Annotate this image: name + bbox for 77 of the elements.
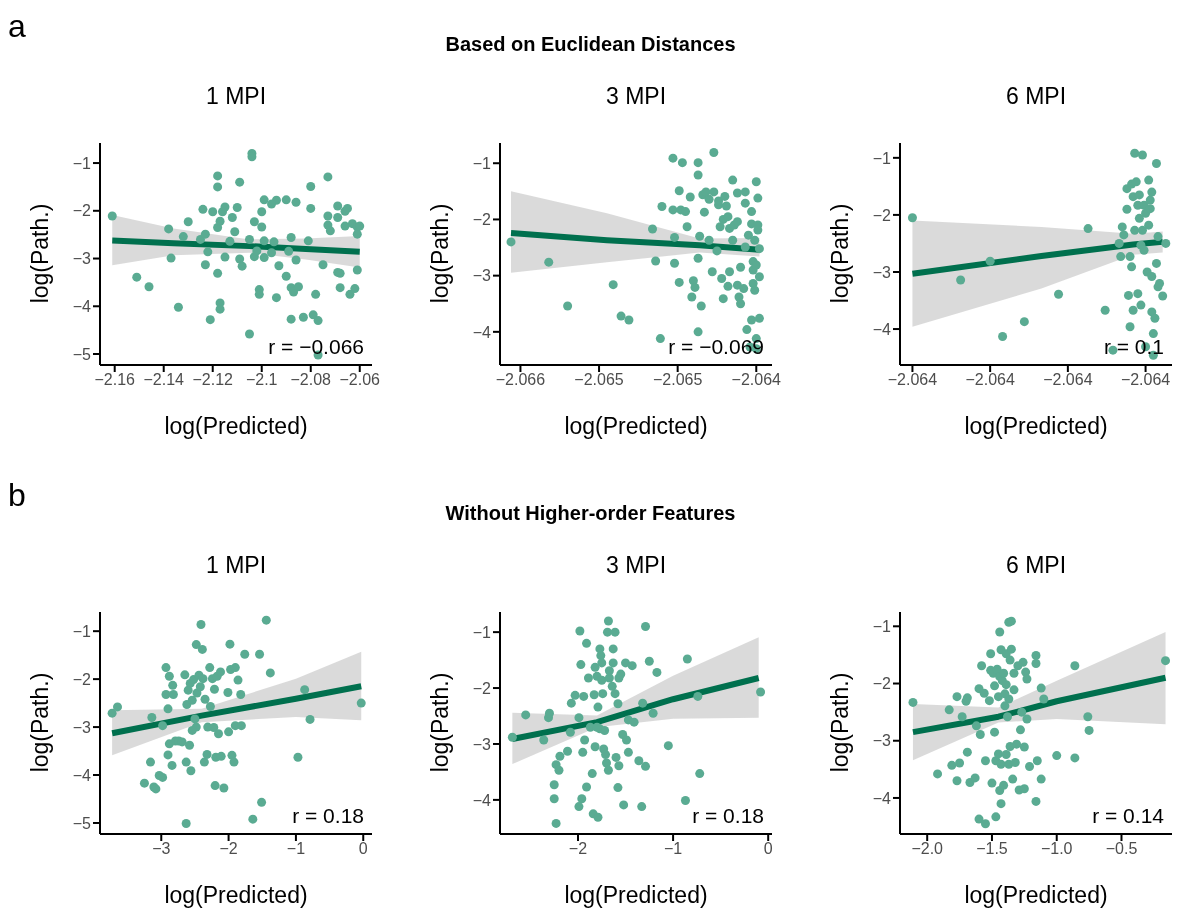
x-tick-label: −1 [286,840,306,858]
x-tick-label: −2.12 [192,371,234,389]
y-tick-label: −2 [472,211,492,229]
x-tick-label: −2 [219,840,238,858]
y-tick-label: −3 [72,718,92,736]
y-tick-label: −4 [472,791,492,809]
y-tick-label: −3 [472,267,492,285]
annotation: r = 0.14 [1091,804,1164,828]
x-axis-title: log(Predicted) [563,882,709,909]
x-tick-label: −2.066 [495,371,546,389]
y-tick-label: −2 [72,670,92,688]
y-axis-title: log(Path.) [826,202,854,306]
annotation: r = −0.066 [267,335,364,359]
x-tick-label: −2.064 [1043,371,1093,389]
y-tick-label: −2 [872,206,892,224]
text: a [8,8,26,45]
text: Based on Euclidean Distances [445,33,736,55]
x-tick-label: −2.065 [574,371,624,389]
y-axis-title: log(Path.) [26,671,54,775]
text: b [8,477,26,514]
y-axis-title: log(Path.) [426,671,454,775]
y-tick-label: −5 [72,345,92,363]
x-tick-label: −2.064 [965,371,1015,389]
chart-title: 1 MPI [204,552,268,579]
x-axis-title: log(Predicted) [163,413,309,440]
y-tick-label: −1 [72,622,92,640]
x-axis-title: log(Predicted) [963,882,1109,909]
x-tick-label: −2.065 [652,371,703,389]
x-axis-title: log(Predicted) [963,413,1109,440]
x-tick-label: −2.1 [245,371,278,389]
y-tick-label: −1 [872,149,892,167]
x-tick-label: −2.064 [887,371,938,389]
x-tick-label: 0 [763,840,773,858]
x-tick-label: −0.5 [1105,840,1138,858]
x-tick-label: −2.08 [290,371,332,389]
y-tick-label: −2 [472,679,492,697]
annotation: r = 0.18 [291,804,364,828]
x-tick-label: −2.064 [1120,371,1171,389]
y-tick-label: −3 [472,735,492,753]
y-tick-label: −1 [472,623,492,641]
text: Without Higher-order Features [445,502,736,524]
y-tick-label: −3 [72,250,92,268]
x-tick-label: −2.16 [94,371,136,389]
y-tick-label: −1 [72,154,92,172]
x-tick-label: −2.06 [339,371,381,389]
x-tick-label: −2.0 [911,840,944,858]
annotation: r = 0.18 [691,804,764,828]
x-tick-label: −2.14 [143,371,185,389]
y-tick-label: −4 [472,323,492,341]
y-tick-label: −4 [72,766,92,784]
x-tick-label: −1.0 [1040,840,1073,858]
y-tick-label: −2 [72,202,92,220]
x-tick-label: −2.064 [731,371,782,389]
y-tick-label: −1 [872,617,892,635]
chart-title: 6 MPI [1004,83,1068,110]
chart-title: 6 MPI [1004,552,1068,579]
x-axis-title: log(Predicted) [563,413,709,440]
y-tick-label: −5 [72,814,92,832]
y-tick-label: −2 [872,675,892,693]
y-tick-label: −4 [72,297,92,315]
chart-title: 3 MPI [604,552,668,579]
y-tick-label: −4 [872,320,892,338]
x-tick-label: −2 [568,840,588,858]
y-axis-title: log(Path.) [26,202,54,306]
x-tick-label: 0 [358,840,368,858]
y-tick-label: −3 [872,732,892,750]
y-tick-label: −1 [472,154,492,172]
y-tick-label: −4 [872,789,892,807]
y-axis-title: log(Path.) [426,202,454,306]
y-axis-title: log(Path.) [826,671,854,775]
y-tick-label: −3 [872,263,892,281]
x-tick-label: −3 [152,840,171,858]
x-tick-label: −1 [663,840,683,858]
x-axis-title: log(Predicted) [163,882,309,909]
x-tick-label: −1.5 [976,840,1008,858]
chart-title: 3 MPI [604,83,668,110]
chart-title: 1 MPI [204,83,268,110]
